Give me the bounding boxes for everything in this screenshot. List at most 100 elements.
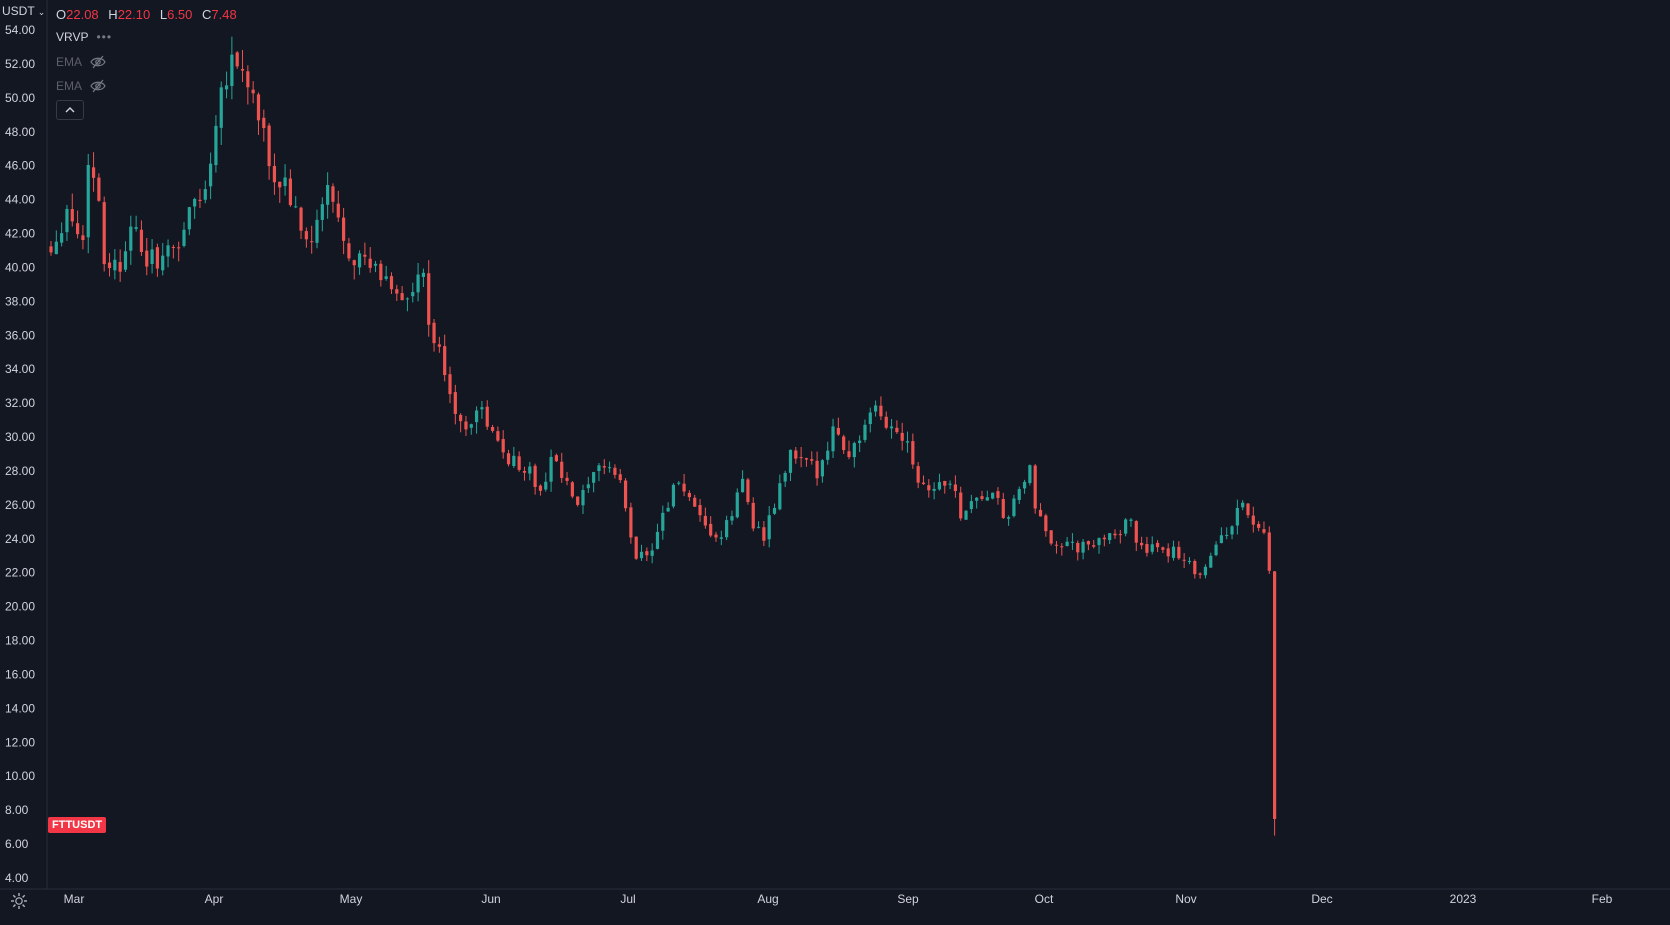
- candle-body: [171, 246, 175, 248]
- candle-body: [879, 405, 883, 417]
- candle-body: [453, 392, 457, 414]
- collapse-indicators-button[interactable]: [56, 100, 84, 120]
- candle-body: [1076, 542, 1080, 553]
- price-tick-label: 18.00: [5, 634, 35, 648]
- candle-body: [294, 206, 298, 208]
- candle-body: [209, 163, 213, 187]
- candle-body: [256, 94, 261, 121]
- indicator-vrvp[interactable]: VRVP •••: [56, 30, 112, 44]
- candle-body: [554, 455, 558, 462]
- candle-body: [576, 496, 580, 505]
- candle-body: [517, 456, 521, 470]
- indicator-ema-2[interactable]: EMA: [56, 78, 106, 94]
- price-axis[interactable]: 54.00 52.00 50.00 48.00 46.00 44.00 42.00 40.00…: [5, 23, 35, 885]
- candle-body: [1246, 503, 1250, 516]
- candle-body: [177, 247, 181, 249]
- candle-body: [629, 507, 633, 538]
- candle-body: [326, 185, 330, 205]
- candle-body: [703, 515, 707, 526]
- candle-body: [107, 262, 112, 269]
- candle-body: [240, 68, 245, 71]
- candle-body: [756, 526, 761, 528]
- candle-body: [469, 424, 473, 428]
- candle-body: [735, 492, 739, 518]
- candle-body: [224, 85, 229, 90]
- candle-body: [1198, 573, 1202, 575]
- candle-body: [714, 534, 718, 538]
- price-tick-label: 30.00: [5, 430, 35, 444]
- candle-body: [746, 479, 750, 503]
- candle-body: [751, 502, 755, 529]
- candle-body: [677, 482, 681, 484]
- candle-body: [889, 426, 894, 429]
- price-tick-label: 4.00: [5, 871, 29, 885]
- price-tick-label: 50.00: [5, 91, 35, 105]
- time-tick-label: Feb: [1592, 892, 1613, 906]
- candle-body: [639, 551, 644, 559]
- time-tick-label: Sep: [897, 892, 919, 906]
- price-tick-label: 16.00: [5, 667, 35, 681]
- candle-body: [76, 223, 80, 235]
- time-tick-label: Mar: [64, 892, 85, 906]
- candle-body: [1044, 515, 1048, 532]
- candles: [49, 36, 1277, 836]
- candle-body: [1145, 544, 1149, 553]
- candle-body: [1033, 465, 1037, 509]
- candle-body: [161, 255, 165, 271]
- candle-body: [1273, 571, 1277, 819]
- candle-body: [719, 537, 723, 539]
- candle-body: [480, 407, 484, 410]
- high-value: 22.10: [117, 7, 151, 22]
- candle-body: [698, 505, 702, 516]
- candle-body: [363, 254, 367, 257]
- candle-body: [193, 198, 197, 207]
- candle-body: [60, 233, 64, 243]
- price-tick-label: 20.00: [5, 600, 35, 614]
- candle-body: [916, 466, 920, 483]
- candle-body: [1235, 508, 1239, 526]
- price-tick-label: 36.00: [5, 328, 35, 342]
- candle-body: [959, 492, 963, 519]
- candle-body: [1257, 524, 1261, 528]
- candle-body: [1155, 542, 1160, 548]
- candle-body: [496, 431, 500, 441]
- candle-body: [964, 510, 968, 520]
- eye-off-icon[interactable]: [90, 78, 106, 94]
- candle-body: [932, 488, 936, 491]
- gear-icon[interactable]: [10, 892, 28, 910]
- chevron-down-icon: ⌄: [37, 7, 46, 17]
- candle-body: [1022, 481, 1027, 489]
- candle-body: [134, 227, 138, 229]
- symbol-tag: FTTUSDT: [48, 817, 107, 833]
- candle-body: [687, 492, 691, 498]
- price-tick-label: 28.00: [5, 464, 35, 478]
- candle-body: [884, 416, 888, 428]
- candle-body: [1102, 537, 1106, 540]
- candle-body: [432, 322, 436, 344]
- more-dots-icon[interactable]: •••: [96, 30, 113, 44]
- indicator-ema-1[interactable]: EMA: [56, 54, 106, 70]
- candle-body: [1124, 519, 1128, 534]
- candle-body: [118, 262, 122, 272]
- price-tick-label: 26.00: [5, 498, 35, 512]
- close-label: C: [202, 7, 212, 22]
- candle-body: [187, 207, 191, 230]
- candle-body: [874, 405, 878, 412]
- candle-body: [1166, 548, 1170, 557]
- candle-body: [246, 71, 250, 88]
- eye-off-icon[interactable]: [90, 54, 106, 70]
- candle-body: [634, 536, 638, 559]
- ohlc-legend: O22.08 H22.10 L6.50 C7.48: [56, 7, 243, 23]
- candle-body: [501, 439, 505, 453]
- price-unit-dropdown[interactable]: USDT ⌄: [2, 4, 45, 18]
- price-tick-label: 46.00: [5, 159, 35, 173]
- candle-body: [1251, 515, 1255, 525]
- price-unit-label: USDT: [2, 4, 35, 18]
- indicator-name: EMA: [56, 55, 83, 69]
- candle-body: [608, 467, 612, 469]
- candle-body: [927, 485, 931, 491]
- low-value: 6.50: [167, 7, 193, 22]
- time-axis[interactable]: Mar Apr May Jun Jul Aug Sep Oct Nov Dec 2023 Feb: [64, 892, 1613, 906]
